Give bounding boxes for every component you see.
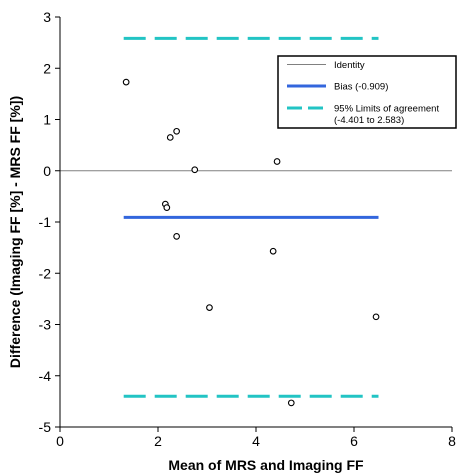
y-tick-label: -2 <box>39 265 52 281</box>
x-tick-label: 8 <box>448 433 456 449</box>
y-tick-label: -3 <box>39 317 52 333</box>
x-tick-label: 4 <box>252 433 260 449</box>
data-point <box>372 313 380 321</box>
data-point <box>166 134 174 141</box>
y-tick-label: 1 <box>43 112 51 128</box>
y-tick-label: 3 <box>43 9 51 25</box>
y-axis-title: Difference (Imaging FF [%] - MRS FF [%]) <box>7 96 23 368</box>
y-tick-label: -1 <box>39 214 52 230</box>
x-tick-label: 0 <box>56 433 64 449</box>
legend-limits-range: (-4.401 to 2.583) <box>334 115 404 126</box>
data-point <box>273 158 281 165</box>
x-axis-title: Mean of MRS and Imaging FF <box>168 457 364 473</box>
data-point <box>163 204 171 211</box>
y-tick-label: 2 <box>43 60 51 76</box>
y-tick-label: 0 <box>43 163 51 179</box>
legend-bias-label: Bias (-0.909) <box>334 82 388 93</box>
legend-limits-label: 95% Limits of agreement <box>334 104 439 115</box>
legend-identity-label: Identity <box>334 60 365 71</box>
x-axis-ticks: 0 2 4 6 8 <box>56 427 456 449</box>
data-point <box>269 247 277 255</box>
y-tick-label: -5 <box>39 419 52 435</box>
data-point <box>191 166 199 174</box>
y-axis-ticks: -5 -4 -3 -2 -1 0 1 2 3 <box>39 9 60 435</box>
data-point <box>173 127 180 135</box>
plot-area <box>60 36 452 407</box>
data-point <box>287 399 295 407</box>
legend: Identity Bias (-0.909) 95% Limits of agr… <box>277 55 457 129</box>
data-point <box>173 233 180 240</box>
data-point <box>122 78 130 86</box>
y-tick-label: -4 <box>39 368 52 384</box>
x-tick-label: 2 <box>154 433 162 449</box>
x-tick-label: 6 <box>350 433 358 449</box>
data-point <box>206 304 213 311</box>
legend-box <box>277 55 457 129</box>
